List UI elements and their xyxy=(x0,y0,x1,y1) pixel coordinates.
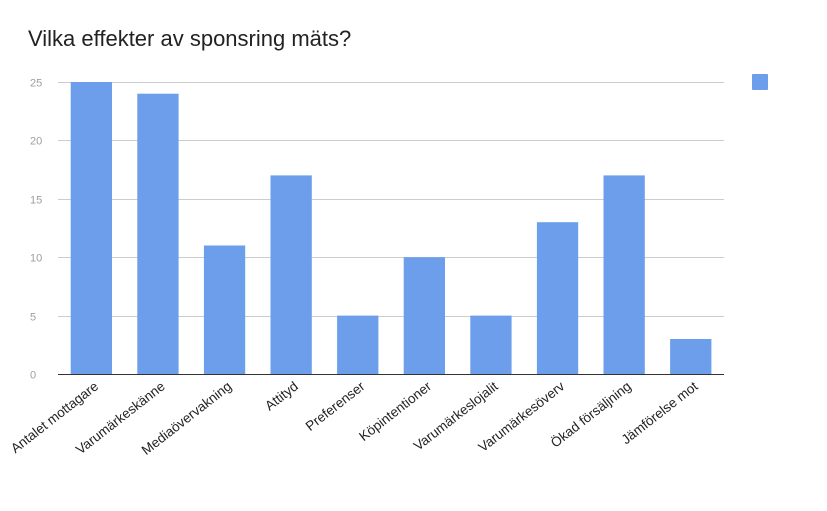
chart-title: Vilka effekter av sponsring mäts? xyxy=(28,26,352,51)
y-tick-label: 20 xyxy=(30,136,42,148)
y-tick-label: 0 xyxy=(30,370,36,382)
legend xyxy=(752,74,768,90)
y-tick-label: 15 xyxy=(30,195,42,207)
bar xyxy=(603,175,645,374)
bar xyxy=(470,315,512,374)
y-axis-ticks: 0 5 10 15 20 25 xyxy=(30,78,42,382)
x-tick-label: Attityd xyxy=(262,379,301,414)
legend-swatch xyxy=(752,74,768,90)
bar xyxy=(403,257,445,374)
y-tick-label: 5 xyxy=(30,312,36,324)
y-tick-label: 10 xyxy=(30,253,42,265)
x-axis-labels: Antalet mottagareVarumärkeskänneMediaöve… xyxy=(8,378,701,458)
bar xyxy=(337,315,379,374)
y-tick-label: 25 xyxy=(30,78,42,90)
bar xyxy=(670,339,712,374)
x-tick-label: Preferenser xyxy=(303,378,368,434)
bars xyxy=(70,82,712,374)
bar xyxy=(70,82,112,374)
bar xyxy=(536,222,579,374)
bar xyxy=(203,245,246,374)
bar xyxy=(137,93,179,374)
bar xyxy=(270,175,312,374)
